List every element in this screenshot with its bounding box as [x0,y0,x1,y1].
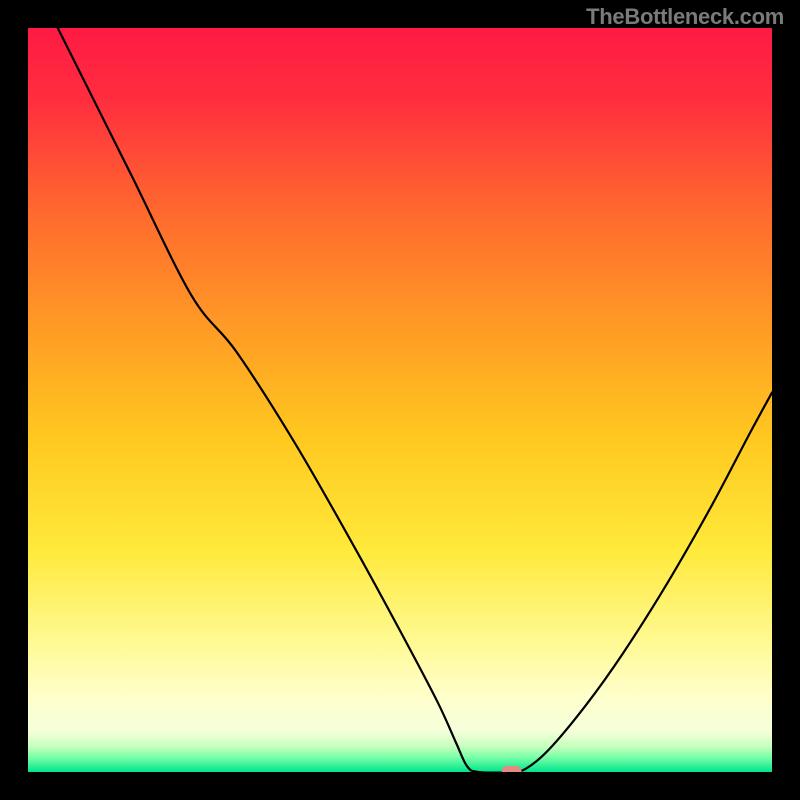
gradient-background [28,28,772,772]
plot-svg [28,28,772,772]
watermark-text: TheBottleneck.com [586,4,784,30]
plot-area [28,28,772,772]
chart-container: TheBottleneck.com [0,0,800,800]
optimal-marker [502,766,522,772]
